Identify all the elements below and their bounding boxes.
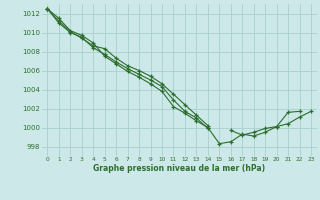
X-axis label: Graphe pression niveau de la mer (hPa): Graphe pression niveau de la mer (hPa) bbox=[93, 164, 265, 173]
